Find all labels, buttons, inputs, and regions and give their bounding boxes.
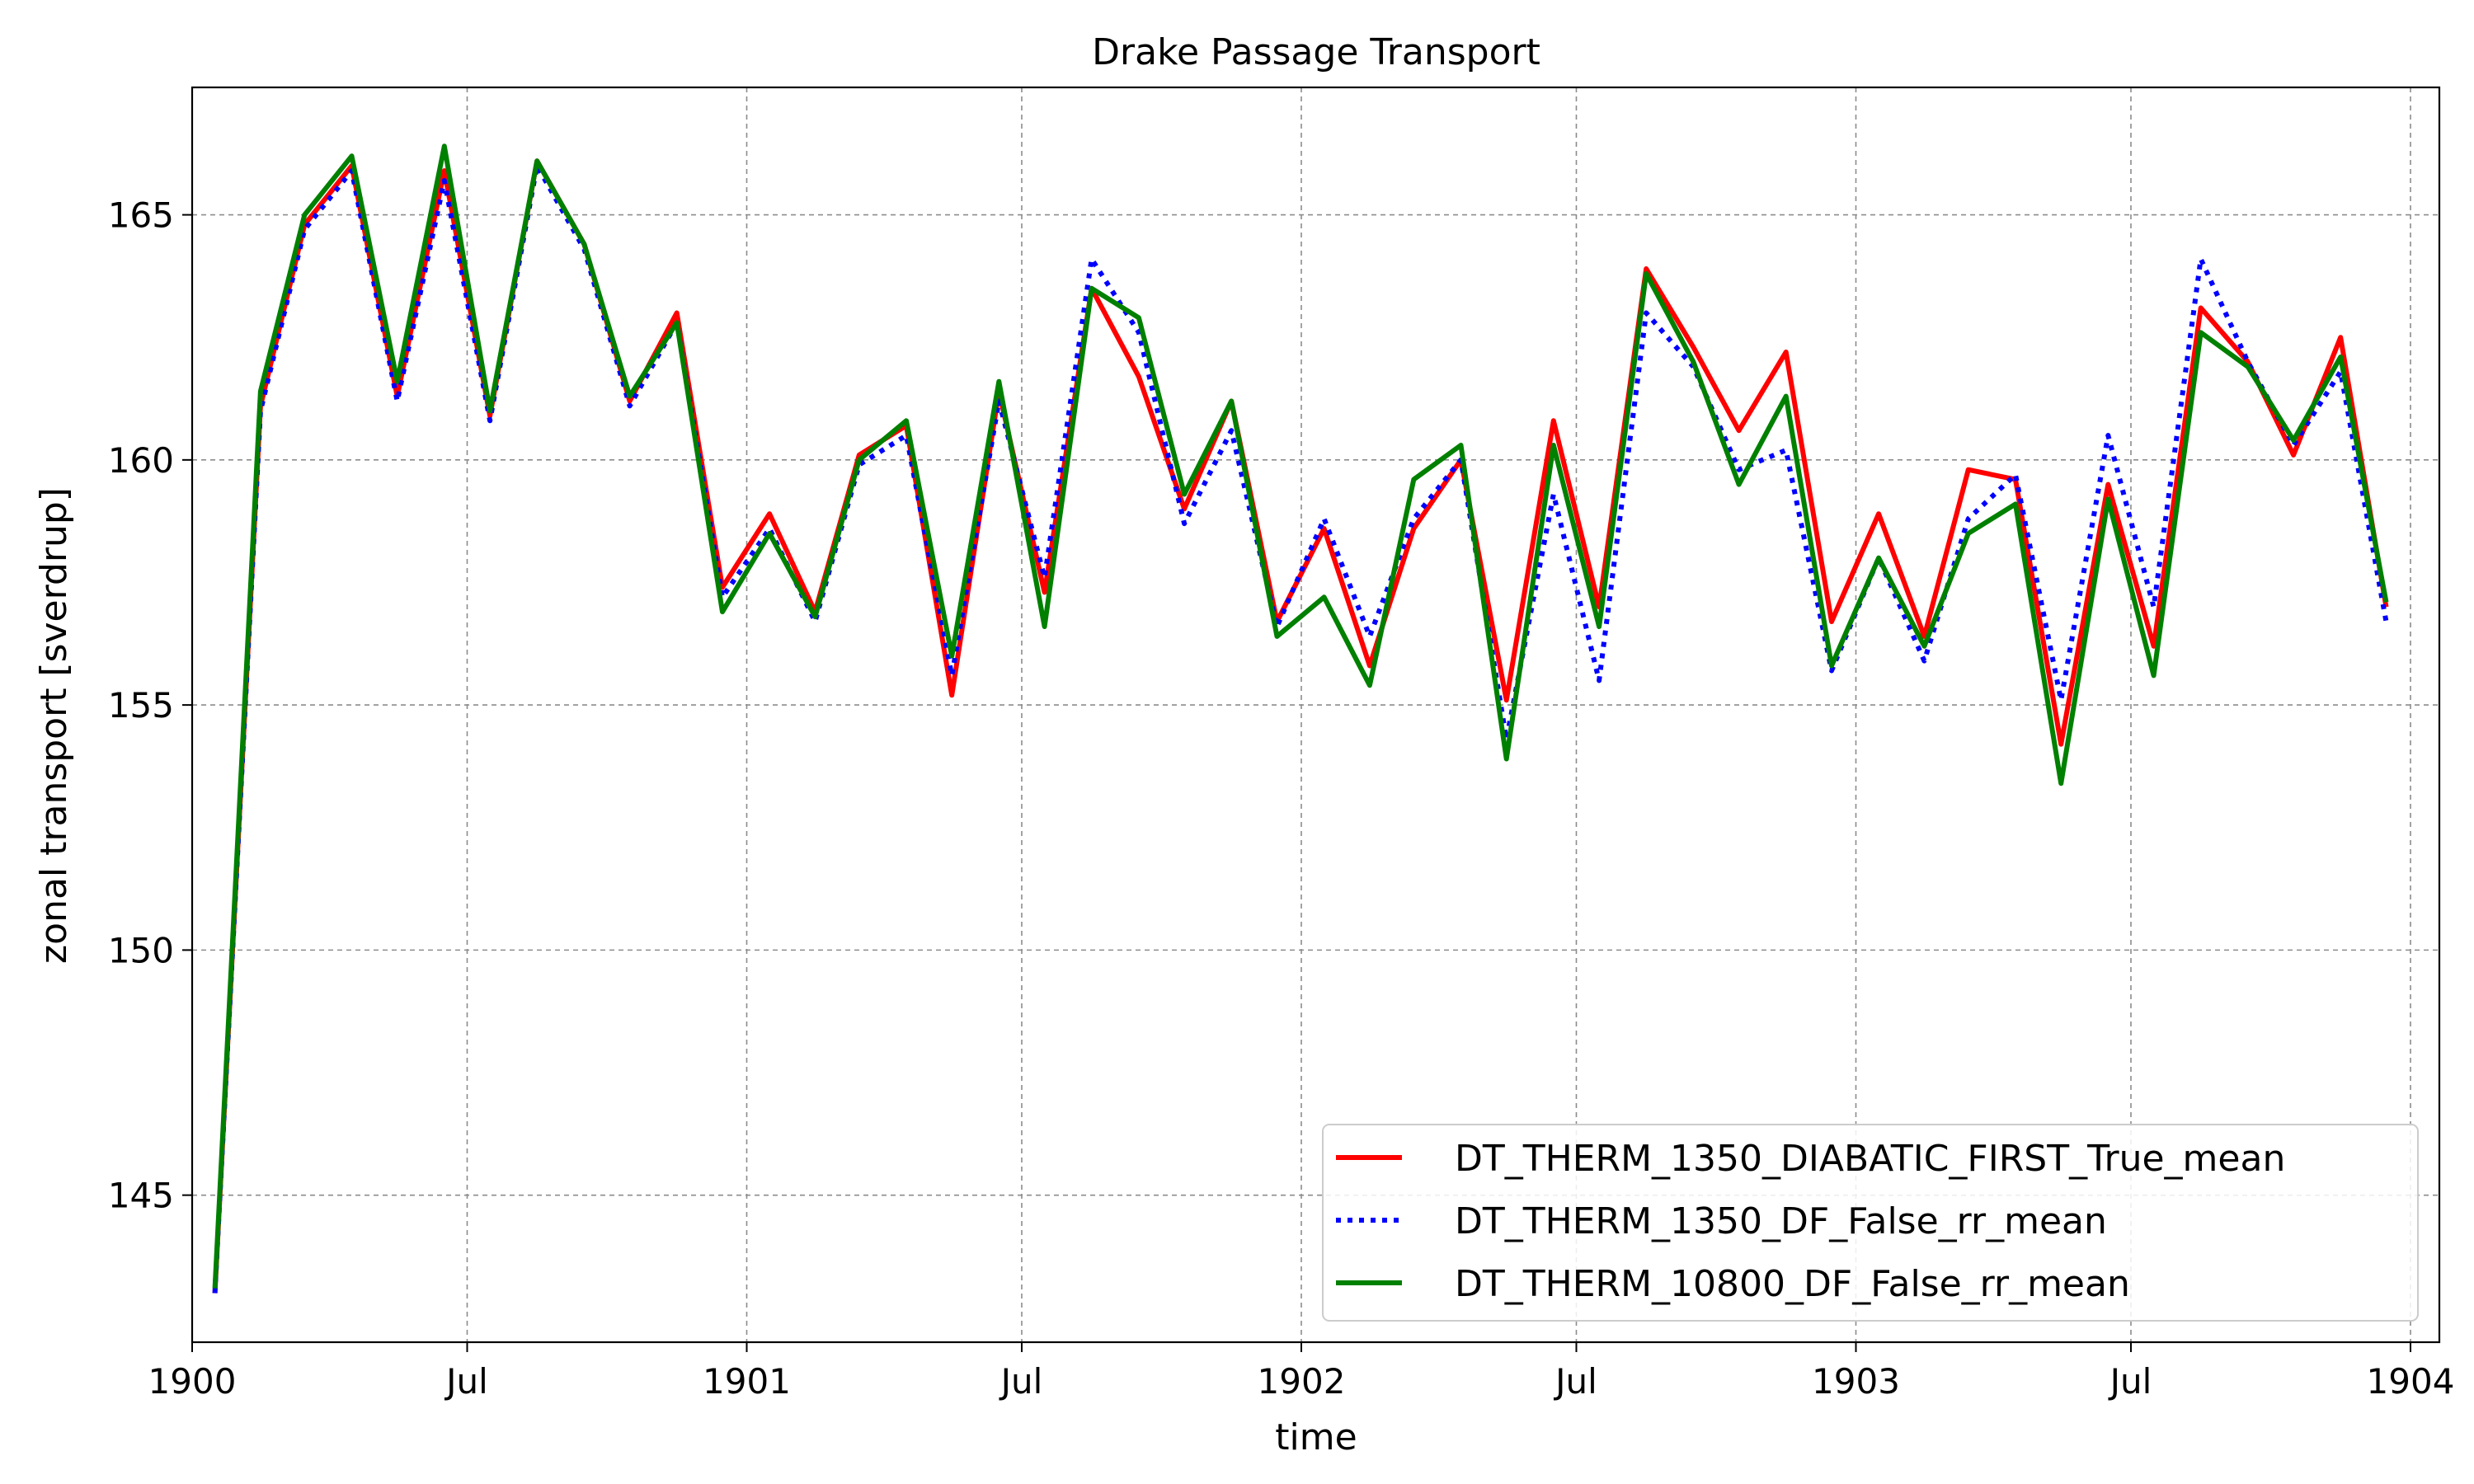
x-tick-label: 1904 xyxy=(2367,1361,2455,1402)
x-tick-label: Jul xyxy=(444,1361,488,1402)
x-tick-label: 1903 xyxy=(1812,1361,1900,1402)
y-tick-label: 145 xyxy=(108,1176,174,1216)
plot-frame xyxy=(190,86,2441,1344)
series-line-10800-df xyxy=(212,143,2389,1289)
legend: DT_THERM_1350_DIABATIC_FIRST_True_mean D… xyxy=(1322,1124,2419,1322)
legend-box xyxy=(1322,1124,2419,1322)
x-tick-label: 1900 xyxy=(148,1361,237,1402)
chart-title: Drake Passage Transport xyxy=(1092,31,1540,73)
y-axis-label: zonal transport [sverdrup] xyxy=(33,487,75,964)
x-tick-label: 1902 xyxy=(1258,1361,1346,1402)
x-tick-label: Jul xyxy=(999,1361,1043,1402)
legend-label-1350-diabatic: DT_THERM_1350_DIABATIC_FIRST_True_mean xyxy=(1455,1138,2285,1180)
y-tick-label: 160 xyxy=(108,440,174,481)
x-axis-label: time xyxy=(1275,1416,1357,1458)
series-line-1350-df xyxy=(212,163,2389,1294)
y-tick-label: 165 xyxy=(108,195,174,236)
x-tick-label: 1901 xyxy=(703,1361,791,1402)
series-layer xyxy=(212,143,2389,1294)
legend-label-10800-df: DT_THERM_10800_DF_False_rr_mean xyxy=(1455,1263,2130,1305)
ticks: 1900 Jul 1901 Jul 1902 Jul 1903 Jul 1904 145 150 15… xyxy=(108,195,2455,1402)
y-tick-label: 155 xyxy=(108,685,174,726)
x-tick-label: Jul xyxy=(2108,1361,2152,1402)
y-tick-label: 150 xyxy=(108,930,174,970)
x-tick-label: Jul xyxy=(1553,1361,1597,1402)
legend-label-1350-df: DT_THERM_1350_DF_False_rr_mean xyxy=(1455,1200,2107,1242)
